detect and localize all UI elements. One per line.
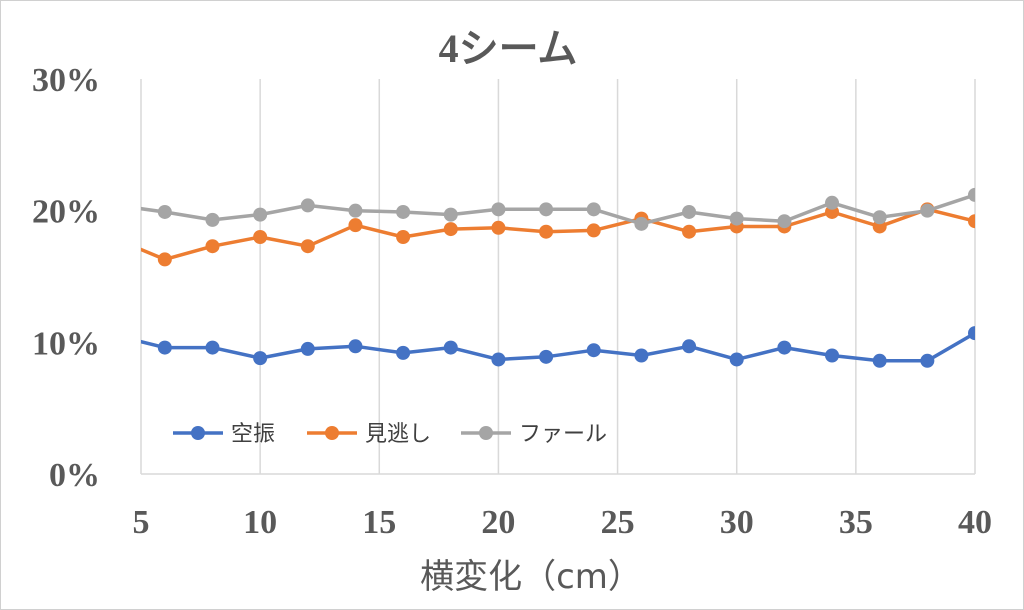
gridlines [140,79,976,475]
x-tick-label: 30 [720,504,754,541]
data-point [491,352,506,367]
legend-item: 見逃し [307,422,431,447]
data-point [157,204,172,219]
data-point [586,202,601,217]
data-point [300,341,315,356]
data-point [682,224,697,239]
data-point [300,239,315,254]
y-tick-label: 10% [32,325,100,362]
data-point [682,204,697,219]
data-point [539,202,554,217]
series-1 [110,326,975,368]
data-point [348,339,363,354]
data-point [539,349,554,364]
data-point [110,198,124,212]
data-point [634,348,649,363]
y-axis-ticks: 0% 10% 20% 30% [32,62,100,494]
data-point [968,326,975,341]
data-point [682,339,697,354]
data-point [968,214,975,229]
data-point [396,204,411,219]
data-point [396,345,411,360]
data-point [205,239,220,254]
data-point [205,340,220,355]
x-tick-label: 20 [481,504,515,541]
data-point [777,214,792,229]
data-point [110,329,124,343]
legend: 空振 見逃し ファール [173,422,607,447]
y-tick-label: 0% [49,457,100,494]
x-tick-label: 40 [958,504,992,541]
legend-label: ファール [519,422,607,447]
x-tick-label: 15 [362,504,396,541]
data-point [634,216,649,231]
data-point [253,351,268,366]
data-point [586,223,601,238]
data-point [491,220,506,235]
data-point [396,230,411,244]
data-point [729,352,744,367]
data-point [205,212,220,227]
y-tick-label: 20% [32,194,100,231]
data-point [253,230,268,244]
data-point [729,211,744,226]
legend-swatch-marker [479,426,493,440]
data-point [110,233,124,247]
x-tick-label: 5 [133,504,150,541]
series-3 [110,187,975,231]
data-point [300,198,315,213]
data-point [825,195,840,210]
data-point [586,343,601,358]
data-point [157,340,172,355]
data-point [539,224,554,239]
data-point [491,202,506,217]
data-point [443,207,458,222]
legend-item: ファール [461,422,607,447]
data-point [920,353,935,368]
x-tick-label: 10 [243,504,277,541]
data-point [872,210,887,225]
legend-item: 空振 [173,422,275,447]
x-tick-label: 25 [601,504,635,541]
legend-swatch-marker [325,426,339,440]
data-point [443,222,458,237]
x-tick-label: 35 [839,504,873,541]
data-point [777,340,792,355]
data-point [968,187,975,202]
data-point [348,203,363,218]
data-point [157,252,172,267]
legend-label: 見逃し [365,422,431,447]
data-point [348,218,363,233]
chart-title: 4シーム [439,26,578,71]
series-group [110,187,975,368]
data-point [825,348,840,363]
data-point [920,203,935,218]
y-tick-label: 30% [32,62,100,99]
x-axis-label: 横変化（cm） [420,557,642,597]
x-axis-ticks: 5 10 15 20 25 30 35 40 [133,504,993,541]
data-point [253,207,268,222]
legend-swatch-marker [191,426,205,440]
data-point [443,340,458,355]
data-point [872,353,887,368]
legend-label: 空振 [231,422,275,447]
